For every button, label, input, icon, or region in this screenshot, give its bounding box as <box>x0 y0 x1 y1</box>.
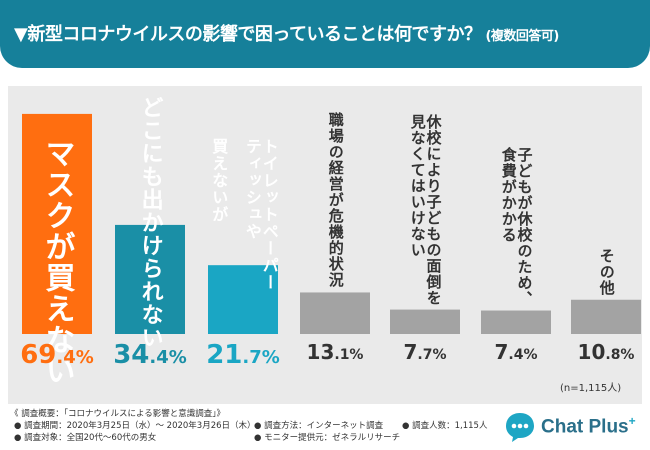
value-label-3: 21.7% <box>198 340 288 370</box>
category-label-line: 休校により子どもの面倒を <box>424 113 443 306</box>
title-text: ▼新型コロナウイルスの影響で困っていることは何ですか？ <box>14 24 482 45</box>
survey-target: ● 調査対象：全国20代～60代の男女 <box>14 433 157 443</box>
value-label-6: 7.4% <box>471 340 561 364</box>
category-label-line: どこにも出かけられない <box>137 96 163 349</box>
category-label-line: 買えないが <box>209 138 229 223</box>
logo-wordmark: Chat Plus <box>541 416 629 438</box>
bar-6 <box>481 310 551 334</box>
value-label-5: 7.7% <box>380 340 470 364</box>
category-label-5: 休校により子どもの面倒を 見なくてはいけない <box>408 113 443 306</box>
title-subtitle: (複数回答可) <box>485 29 559 44</box>
category-label-line: 食費がかかる <box>499 146 518 243</box>
category-label-2: どこにも出かけられない <box>137 96 163 349</box>
survey-period: ● 調査期間：2020年3月25日（水）～ 2020年3月26日（木） <box>14 421 256 431</box>
value-label-4: 13.1% <box>290 340 380 364</box>
value-decimal: .4% <box>508 347 538 363</box>
chat-plus-logo: Chat Plus+ <box>503 406 643 446</box>
bar-7 <box>571 299 641 334</box>
value-label-1: 69.4% <box>12 340 102 370</box>
category-label-line: その他 <box>597 247 616 296</box>
chart-panel <box>8 86 642 404</box>
value-integer: 21 <box>206 340 243 370</box>
sample-size-label: (n=1,115人) <box>560 383 622 394</box>
category-label-line: ティッシュや <box>242 138 262 240</box>
category-label-line: 職場の経営が危機的状況 <box>326 112 345 289</box>
bar-2 <box>115 224 185 334</box>
survey-count: ● 調査人数：1,115人 <box>402 421 488 431</box>
bar-3 <box>208 265 278 334</box>
bar-1 <box>22 113 92 334</box>
chart-title: ▼新型コロナウイルスの影響で困っていることは何ですか？ (複数回答可) <box>14 20 559 46</box>
value-integer: 7 <box>403 340 418 364</box>
category-label-1: マスクが買えない <box>39 138 75 386</box>
logo-plus: + <box>628 414 636 428</box>
category-label-3: トイレットペーパー ティッシュや 買えないが <box>209 138 279 291</box>
survey-provider: ● モニター提供元：ゼネラルリサーチ <box>254 433 401 443</box>
value-integer: 34 <box>113 340 150 370</box>
value-integer: 10 <box>577 340 606 364</box>
category-label-7: その他 <box>597 247 616 296</box>
category-label-line: マスクが買えない <box>39 138 75 386</box>
category-label-6: 子どもが休校のため、 食費がかかる <box>499 146 534 307</box>
bar-5 <box>390 309 460 334</box>
value-decimal: .7% <box>417 347 447 363</box>
chat-bubble-icon <box>506 413 534 442</box>
header-banner: ▼新型コロナウイルスの影響で困っていることは何ですか？ (複数回答可) <box>0 0 650 68</box>
value-integer: 13 <box>306 340 335 364</box>
value-integer: 7 <box>494 340 509 364</box>
category-label-line: 見なくてはいけない <box>408 113 427 258</box>
value-decimal: .1% <box>334 347 364 363</box>
survey-heading: 《 調査概要：「コロナウイルスによる影響と意識調査」》 <box>10 409 225 419</box>
survey-method: ● 調査方法：インターネット調査 <box>254 421 384 431</box>
value-integer: 69 <box>20 340 57 370</box>
value-decimal: .4% <box>149 347 187 368</box>
value-decimal: .8% <box>605 347 635 363</box>
category-label-4: 職場の経営が危機的状況 <box>326 112 345 289</box>
bar-4 <box>300 292 370 334</box>
value-decimal: .4% <box>56 347 94 368</box>
value-label-7: 10.8% <box>561 340 650 364</box>
category-label-line: 子どもが休校のため、 <box>515 146 534 307</box>
value-decimal: .7% <box>242 347 280 368</box>
logo-text: Chat Plus+ <box>541 414 636 438</box>
value-label-2: 34.4% <box>105 340 195 370</box>
category-label-line: トイレットペーパー <box>259 138 279 291</box>
